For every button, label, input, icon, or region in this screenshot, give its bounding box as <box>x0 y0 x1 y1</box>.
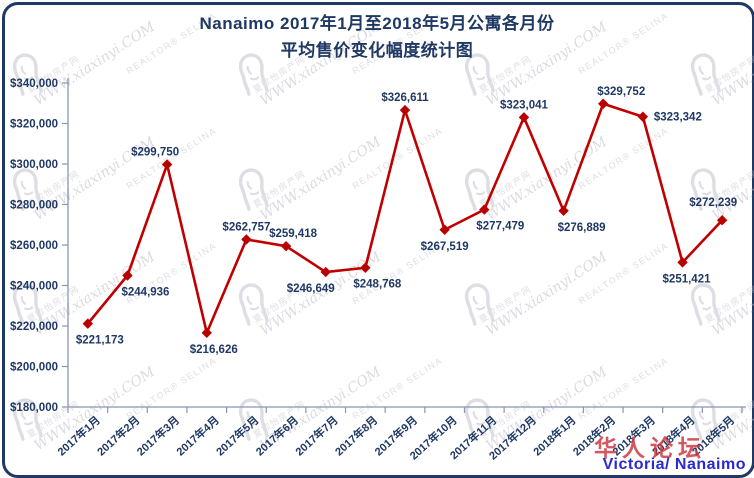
data-point-marker <box>479 204 490 215</box>
data-point-marker <box>320 266 331 278</box>
data-point-label: $248,768 <box>353 279 402 291</box>
y-axis-tick-label: $300,000 <box>10 159 58 171</box>
agent-portrait-watermark-icon <box>232 394 274 448</box>
data-point-label: $221,173 <box>76 335 124 347</box>
data-point-marker <box>399 104 411 116</box>
data-point-marker <box>677 257 688 268</box>
x-axis-category-label: 2017年4月 <box>173 413 221 459</box>
data-point-marker <box>82 318 94 329</box>
y-axis-tick-label: $220,000 <box>10 321 58 333</box>
data-point-label: $329,752 <box>597 86 645 98</box>
data-point-label: $262,757 <box>222 221 270 233</box>
data-point-marker <box>518 112 530 123</box>
data-point-marker <box>598 98 609 109</box>
agent-portrait-watermark-icon <box>458 394 500 448</box>
x-axis-category-label: 2017年5月 <box>213 413 261 459</box>
region-label: Victoria/ Nanaimo <box>602 456 746 473</box>
x-axis-category-label: 2017年7月 <box>292 413 340 459</box>
forum-watermark-text: 华人论坛 <box>594 435 706 462</box>
y-axis-tick-label: $200,000 <box>10 362 58 374</box>
data-point-marker <box>122 270 133 281</box>
data-point-label: $323,342 <box>654 112 702 124</box>
y-axis-tick-label: $320,000 <box>10 119 58 131</box>
chart-title-line2: 平均售价变化幅度统计图 <box>280 41 474 60</box>
data-point-marker <box>716 215 728 226</box>
y-axis-tick-label: $240,000 <box>10 281 58 293</box>
y-axis-tick-label: $280,000 <box>10 200 58 212</box>
agent-portrait-watermark-icon <box>6 164 48 218</box>
data-point-marker <box>439 224 450 235</box>
agent-portrait-watermark-icon <box>684 164 726 218</box>
data-point-label: $251,421 <box>663 273 712 285</box>
x-axis-category-label: 2017年1月 <box>54 413 102 459</box>
chart-title-line1: Nanaimo 2017年1月至2018年5月公寓各月份 <box>199 14 555 33</box>
data-point-marker <box>637 111 649 122</box>
chart-title: Nanaimo 2017年1月至2018年5月公寓各月份 平均售价变化幅度统计图 <box>0 10 754 64</box>
x-axis-category-label: 2018年1月 <box>530 413 578 459</box>
data-point-label: $267,519 <box>421 241 469 253</box>
agent-portrait-watermark-icon <box>458 49 500 103</box>
data-point-label: $259,418 <box>269 228 318 240</box>
data-point-label: $299,750 <box>131 147 179 159</box>
data-point-marker <box>161 159 173 170</box>
agent-portrait-watermark-icon <box>232 49 274 103</box>
data-point-label: $326,611 <box>381 92 429 104</box>
data-point-marker <box>360 262 371 273</box>
data-point-marker <box>241 234 252 245</box>
agent-portrait-watermark-icon <box>232 164 274 218</box>
data-point-marker <box>558 205 569 217</box>
data-point-label: $323,041 <box>500 99 549 111</box>
data-point-label: $216,626 <box>190 344 238 356</box>
data-point-label: $277,479 <box>476 221 524 233</box>
data-point-marker <box>280 240 292 252</box>
data-point-label: $276,889 <box>558 222 606 234</box>
x-axis-category-label: 2017年2月 <box>94 413 142 459</box>
x-axis-category-label: 2017年3月 <box>134 413 182 459</box>
agent-portrait-watermark-icon <box>684 394 726 448</box>
agent-portrait-watermark-icon <box>458 279 500 333</box>
data-point-marker <box>201 327 212 339</box>
agent-portrait-watermark-icon <box>6 49 48 103</box>
data-point-label: $272,239 <box>689 197 737 209</box>
data-point-label: $244,936 <box>121 287 169 299</box>
data-point-label: $246,649 <box>287 283 335 295</box>
agent-portrait-watermark-icon <box>684 49 726 103</box>
y-axis-tick-label: $180,000 <box>10 402 58 414</box>
y-axis-tick-label: $340,000 <box>10 78 58 90</box>
x-axis-category-label: 2017年8月 <box>332 413 380 459</box>
agent-portrait-watermark-icon <box>458 164 500 218</box>
agent-portrait-watermark-icon <box>684 279 726 333</box>
series-line <box>86 102 724 335</box>
agent-portrait-watermark-icon <box>232 279 274 333</box>
y-axis-tick-label: $260,000 <box>10 240 58 252</box>
x-axis-category-label: 2017年6月 <box>253 413 301 459</box>
agent-portrait-watermark-icon <box>6 279 48 333</box>
agent-portrait-watermark-icon <box>6 394 48 448</box>
